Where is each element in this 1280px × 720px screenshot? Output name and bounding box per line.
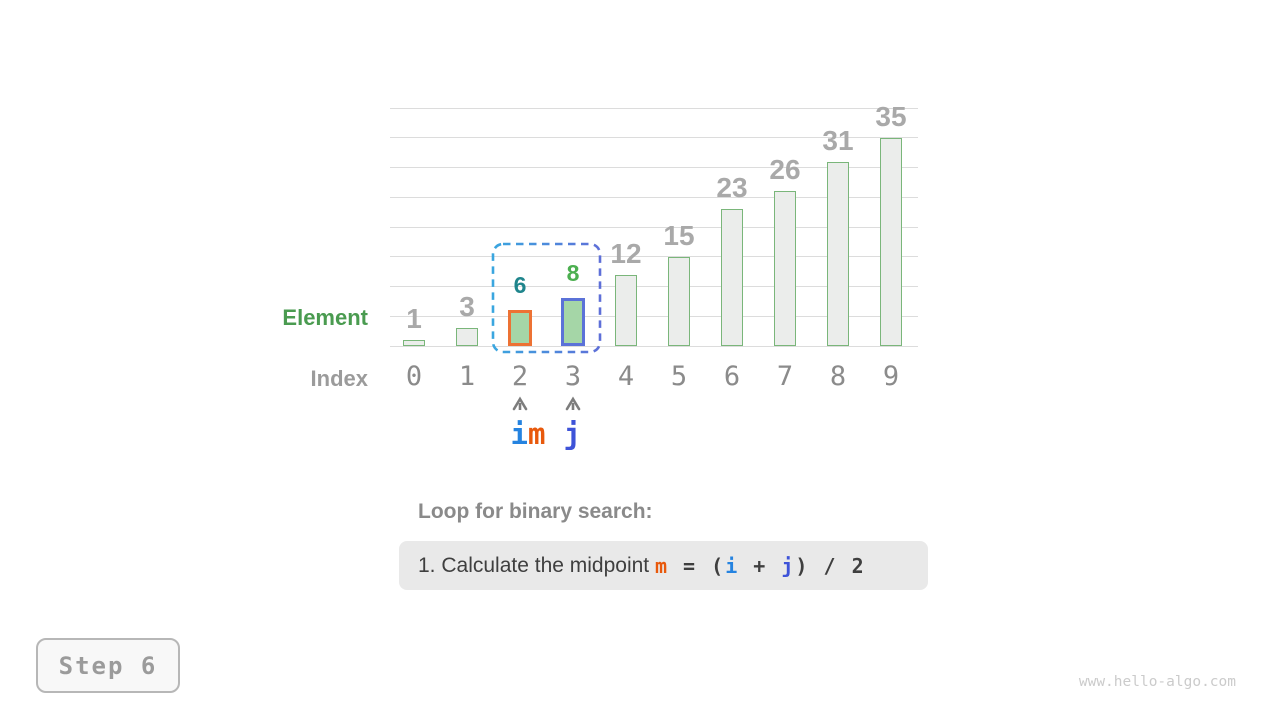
pointer-char-i: i (510, 417, 528, 451)
search-range-dashed-box (491, 242, 602, 354)
gridline (390, 196, 918, 198)
formula-token: j (781, 553, 796, 578)
formula-box: 1. Calculate the midpoint m = (i + j) / … (399, 541, 928, 590)
pointer-caret-icon (565, 396, 581, 411)
index-number-2: 2 (511, 361, 529, 392)
index-axis-label: Index (310, 366, 368, 391)
formula-token: = (669, 553, 712, 578)
gridline (390, 345, 918, 347)
bar-index-2 (508, 310, 532, 346)
pointer-label-j: j (564, 420, 581, 449)
bar-index-6 (721, 209, 743, 346)
index-number-4: 4 (617, 361, 635, 392)
bar-index-7 (774, 191, 796, 346)
bar-index-8 (827, 161, 849, 346)
step-badge: Step 6 (36, 638, 180, 693)
bar-value-label: 15 (663, 219, 695, 251)
index-number-1: 1 (458, 361, 476, 392)
gridline (390, 167, 918, 168)
gridline (390, 315, 918, 317)
bar-index-1 (456, 328, 478, 346)
bar-value-label: 26 (769, 154, 801, 186)
gridline (390, 286, 918, 287)
bar-value-label: 6 (513, 272, 527, 299)
gridline (390, 226, 918, 228)
gridline (390, 256, 918, 258)
bar-value-label: 23 (716, 172, 748, 204)
pointer-char-m: m (527, 417, 546, 451)
formula-token: / (809, 553, 852, 578)
index-number-row: 0 1 2 3 4 5 6 7 8 9 (390, 363, 918, 393)
bar-index-3 (561, 298, 585, 346)
bar-value-label: 8 (566, 260, 580, 287)
index-number-9: 9 (882, 361, 900, 392)
formula-token: ) (795, 553, 810, 578)
formula-token: m (654, 553, 670, 578)
gridline (390, 137, 918, 139)
formula-token: + (739, 553, 782, 578)
index-number-7: 7 (776, 361, 794, 392)
element-axis-label: Element (282, 305, 368, 330)
formula-token: i (725, 553, 740, 578)
gridline (390, 107, 918, 109)
pointer-char-j: j (563, 417, 581, 451)
bar-index-9 (880, 137, 902, 346)
formula-token: 1. Calculate the midpoint (418, 553, 655, 577)
index-number-3: 3 (564, 361, 582, 392)
bar-index-4 (615, 274, 637, 346)
pointer-row: im j (390, 394, 918, 454)
bar-value-label: 35 (875, 100, 907, 132)
loop-heading: Loop for binary search: (418, 500, 653, 523)
bar-value-label: 1 (406, 303, 422, 335)
pointer-caret-icon (512, 396, 528, 411)
bar-index-0 (403, 340, 425, 346)
step-badge-label: Step 6 (58, 651, 158, 680)
watermark: www.hello-algo.com (1078, 674, 1236, 690)
formula-token: ( (711, 553, 726, 578)
bar-value-label: 31 (822, 124, 854, 156)
index-number-6: 6 (723, 361, 741, 392)
index-number-8: 8 (829, 361, 847, 392)
bar-value-label: 12 (610, 237, 642, 269)
index-number-0: 0 (405, 361, 423, 392)
bar-index-5 (668, 256, 690, 346)
index-number-5: 5 (670, 361, 688, 392)
bar-value-label: 3 (459, 291, 475, 323)
pointer-label-im: im (511, 420, 546, 449)
chart-plot-area: 1 3 6 8 12 15 23 26 31 35 (390, 102, 918, 347)
formula-token: 2 (851, 553, 866, 578)
